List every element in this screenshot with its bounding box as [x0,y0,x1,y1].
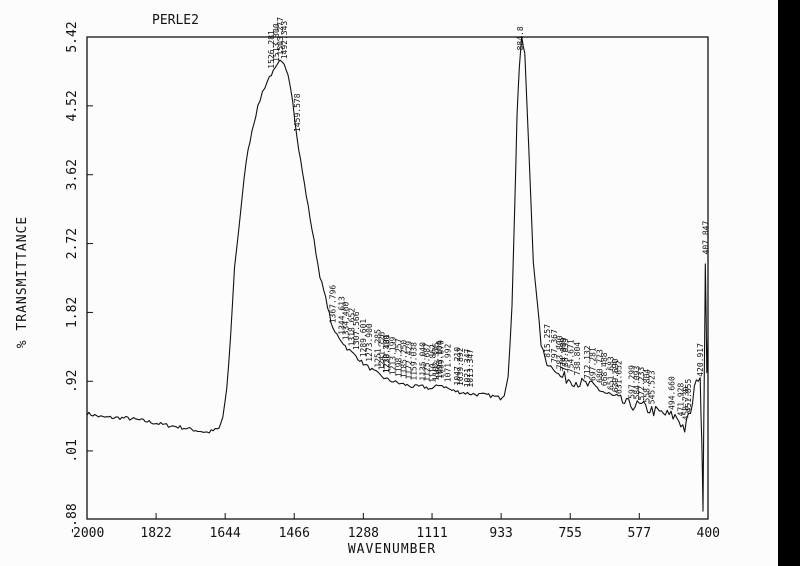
peak-label: 1503.277 [276,17,285,56]
x-tick-label: 1644 [210,526,241,541]
peak-label: 1367.796 [329,285,338,324]
y-tick-label: 5.42 [65,21,80,52]
peak-label: 458.730 [682,387,691,421]
x-tick-label: 755 [558,526,581,541]
peak-label: 451.855 [684,379,693,413]
peak-label: 1125.687 [423,343,432,382]
plot-frame [86,36,709,520]
peak-label: 1251.285 [374,329,383,368]
peak-label: 1273.900 [365,323,374,362]
peak-label: 631.652 [614,360,623,394]
peak-label: 1089.070 [437,340,446,379]
peak-label: 1135.040 [419,342,428,381]
peak-label: 738.804 [573,342,582,376]
x-tick-labels: 2000 1822 1644 1466 1288 1111 933 755 577 400 [73,526,720,541]
peak-label: 712.132 [583,345,592,379]
peak-label: 1198.257 [394,338,403,377]
peak-label: 420.917 [696,343,705,377]
peak-label: 407.847 [701,221,710,255]
peak-label: 1230.101 [382,334,391,373]
peak-label: 1071.992 [444,343,453,382]
peak-label: 1047.210 [453,347,462,386]
peak-label: 1013.347 [466,349,475,388]
peak-label: 754.671 [567,339,576,373]
peak-label: 494.660 [668,376,677,410]
x-tick-label: 933 [489,526,512,541]
peak-label: 1344.613 [338,296,347,335]
peak-label: 1459.578 [293,93,302,132]
x-tick-label: 1288 [348,526,379,541]
x-tick-label: 2000 [73,526,104,541]
peak-label: 1241.726 [378,331,387,370]
peak-label: 1513.300 [272,23,281,62]
y-tick-label: 3.62 [65,159,80,190]
x-tick-label: 400 [697,526,720,541]
peak-label: 1110.862 [428,344,437,383]
peak-label: 884.8 [516,26,525,50]
peak-label: 768.039 [561,338,570,372]
y-tick-label: 2.72 [65,228,80,259]
y-axis-title: % TRANSMITTANCE [15,216,30,348]
peak-label: 639.690 [611,358,620,392]
peak-label: 651.683 [607,356,616,390]
peak-label: 1492.343 [280,21,289,60]
y-tick-label: .92 [65,370,80,393]
peak-label: 783.800 [555,335,564,369]
y-tick-labels: -.88 .01 .92 1.82 2.72 3.62 4.52 5.42 [65,21,80,534]
peak-label: 545.523 [648,370,657,404]
peak-label: 774.989 [559,337,568,371]
chart-paper: -.88 .01 .92 1.82 2.72 3.62 4.52 5.42 2000 1822 1… [0,0,778,566]
peak-label: 1228.480 [383,334,392,373]
peak-label: 1093.104 [435,340,444,379]
peak-label: 1213.199 [389,336,398,375]
x-axis-title: WAVENUMBER [348,542,436,557]
chart-title: PERLE2 [152,13,199,28]
x-tick-label: 1466 [279,526,310,541]
peak-label: 1021.347 [463,348,472,387]
peak-label: 1185.250 [399,340,408,379]
y-tick-label: -.88 [65,503,80,534]
y-tick-label: .01 [65,439,80,462]
ir-spectrum-chart: -.88 .01 .92 1.82 2.72 3.62 4.52 5.42 2000 1822 1… [15,13,720,557]
peak-label: 815.257 [543,324,552,358]
peak-label: 1159.038 [409,342,418,381]
y-tick-label: 1.82 [65,297,80,328]
peak-label: 1318.652 [348,308,357,347]
peak-label: 597.299 [628,365,637,399]
peak-label: 680.773 [595,349,604,383]
peak-label: 1172.429 [404,341,413,380]
y-tick-label: 4.52 [65,90,80,121]
peak-label: 1039.892 [456,347,465,386]
peak-label: 471.928 [676,383,685,417]
x-tick-label: 1822 [140,526,171,541]
peak-label: 572.233 [637,367,646,401]
x-tick-label: 577 [628,526,651,541]
peak-label: 584.093 [633,366,642,400]
peak-label: 797.367 [550,329,559,363]
peak-label: 1526.281 [267,30,276,69]
peak-label: 1334.460 [342,301,351,340]
axis-ticks [86,36,709,520]
peak-label: 1307.566 [352,311,361,350]
peak-label: 697.281 [589,347,598,381]
peak-label: 1289.601 [359,319,368,358]
peak-label: 1102.375 [432,342,441,381]
peak-label: 668.488 [600,352,609,386]
x-tick-label: 1111 [416,526,447,541]
peak-label: 558.804 [643,369,652,403]
spectrum-line [86,36,709,512]
